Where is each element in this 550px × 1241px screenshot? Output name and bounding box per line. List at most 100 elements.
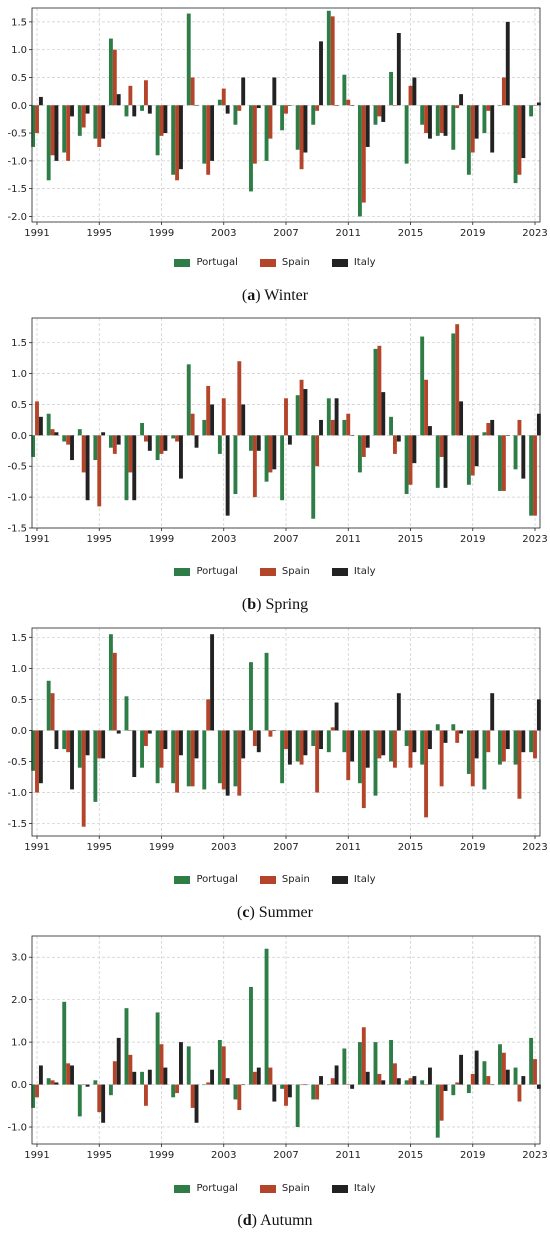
bar-portugal-2007 [280,435,285,501]
bar-spain-2005 [252,730,257,746]
bar-portugal-2020 [482,105,487,134]
legend-label-italy: Italy [353,874,376,885]
bar-spain-2002 [206,1082,211,1085]
x-tick-label: 2007 [273,842,298,853]
bar-italy-2008 [303,730,308,756]
bar-italy-2000 [179,435,183,479]
bar-portugal-2018 [451,1084,456,1096]
y-tick-label: 1.0 [11,45,27,56]
bar-italy-1992 [54,105,59,161]
bar-italy-2018 [459,401,464,436]
bar-italy-2015 [412,435,417,464]
bar-spain-2009 [315,730,320,793]
bar-portugal-1997 [124,105,129,117]
bar-spain-1998 [143,435,148,442]
bar-italy-2006 [272,730,277,731]
bar-portugal-1997 [124,435,129,501]
legend-item-italy: Italy [331,1183,376,1194]
bar-portugal-2001 [186,1046,191,1085]
bar-portugal-2011 [342,419,347,436]
bar-italy-2015 [412,77,417,106]
bar-portugal-2014 [389,730,393,762]
y-tick-label: -0.5 [7,129,27,140]
bar-italy-2012 [365,730,370,768]
chart-spring: -1.5 -1.0 -0.5 0.0 0.5 1.0 1.5 1991 1995 1999 2003… [7,317,548,545]
bar-portugal-1998 [140,423,144,436]
bar-portugal-1996 [108,435,113,448]
bar-spain-2004 [237,105,242,111]
bar-spain-2017 [439,435,444,457]
bar-portugal-1993 [62,435,67,442]
bar-italy-2003 [225,105,230,114]
bar-spain-2007 [284,1084,288,1106]
bar-spain-2019 [470,105,475,153]
bar-spain-1994 [81,730,86,827]
legend-spring: Portugal Spain Italy [0,566,550,577]
bar-italy-2007 [287,1084,292,1098]
bar-portugal-2006 [264,948,269,1085]
bar-portugal-1992 [46,680,51,731]
bar-spain-2018 [455,324,460,436]
bar-portugal-1993 [62,1001,67,1085]
bar-portugal-2006 [264,105,269,161]
legend-label-italy: Italy [353,257,376,268]
caption-title: Summer [258,904,313,921]
bar-italy-2019 [474,1050,479,1085]
caption-winter: (a) Winter [241,287,309,304]
x-tick-label: 2003 [211,1150,236,1161]
bar-spain-2013 [377,345,382,436]
bar-spain-1992 [50,693,55,731]
x-tick-label: 2003 [211,534,236,545]
bar-portugal-2023 [529,730,534,753]
bar-italy-1996 [116,1037,121,1085]
bar-spain-1999 [159,105,164,136]
bar-italy-2014 [396,1078,401,1085]
bar-portugal-2000 [171,730,176,784]
caption-letter: d [242,1212,252,1229]
bar-spain-2020 [486,1076,491,1085]
bar-italy-2023 [536,413,541,436]
bar-italy-2023 [536,102,541,106]
bar-portugal-1995 [93,1080,98,1085]
bar-spain-2021 [501,435,506,491]
bar-spain-2011 [346,730,351,781]
bar-italy-1998 [147,730,152,734]
bar-italy-2001 [194,730,199,759]
bar-italy-1994 [85,730,90,756]
legend-item-italy: Italy [331,257,376,268]
bar-italy-2005 [256,730,261,753]
legend-swatch-spain [259,567,276,576]
bar-portugal-2014 [389,416,393,436]
bar-portugal-1998 [140,105,144,111]
bar-portugal-2013 [373,730,378,796]
x-tick-label: 2019 [460,228,485,239]
bar-portugal-1995 [93,105,98,139]
bar-italy-2004 [241,404,246,436]
caption-letter: b [247,596,257,613]
bar-spain-2013 [377,105,382,117]
bar-spain-1996 [112,652,117,731]
bar-italy-2018 [459,730,464,734]
x-tick-label: 2015 [398,228,423,239]
bar-italy-1997 [132,105,137,117]
legend-label-italy: Italy [353,566,376,577]
legend-label-spain: Spain [281,874,310,885]
x-tick-label: 2015 [398,842,423,853]
bar-portugal-1996 [108,634,113,731]
bar-portugal-2002 [202,1084,207,1086]
bar-italy-1993 [70,730,74,790]
bar-italy-1996 [116,435,121,445]
bar-spain-1995 [97,1084,102,1113]
bar-italy-1991 [38,1065,43,1085]
y-tick-label: -1.5 [7,524,27,535]
bar-spain-2022 [517,419,522,436]
bar-spain-1993 [66,105,71,161]
bar-italy-2007 [287,105,292,106]
bar-spain-2020 [486,730,491,753]
bar-italy-2013 [381,730,386,756]
bar-italy-2005 [256,105,261,109]
bar-italy-2011 [350,730,355,762]
legend-label-spain: Spain [281,257,310,268]
bar-spain-2018 [455,105,460,109]
legend-swatch-spain [259,258,276,267]
